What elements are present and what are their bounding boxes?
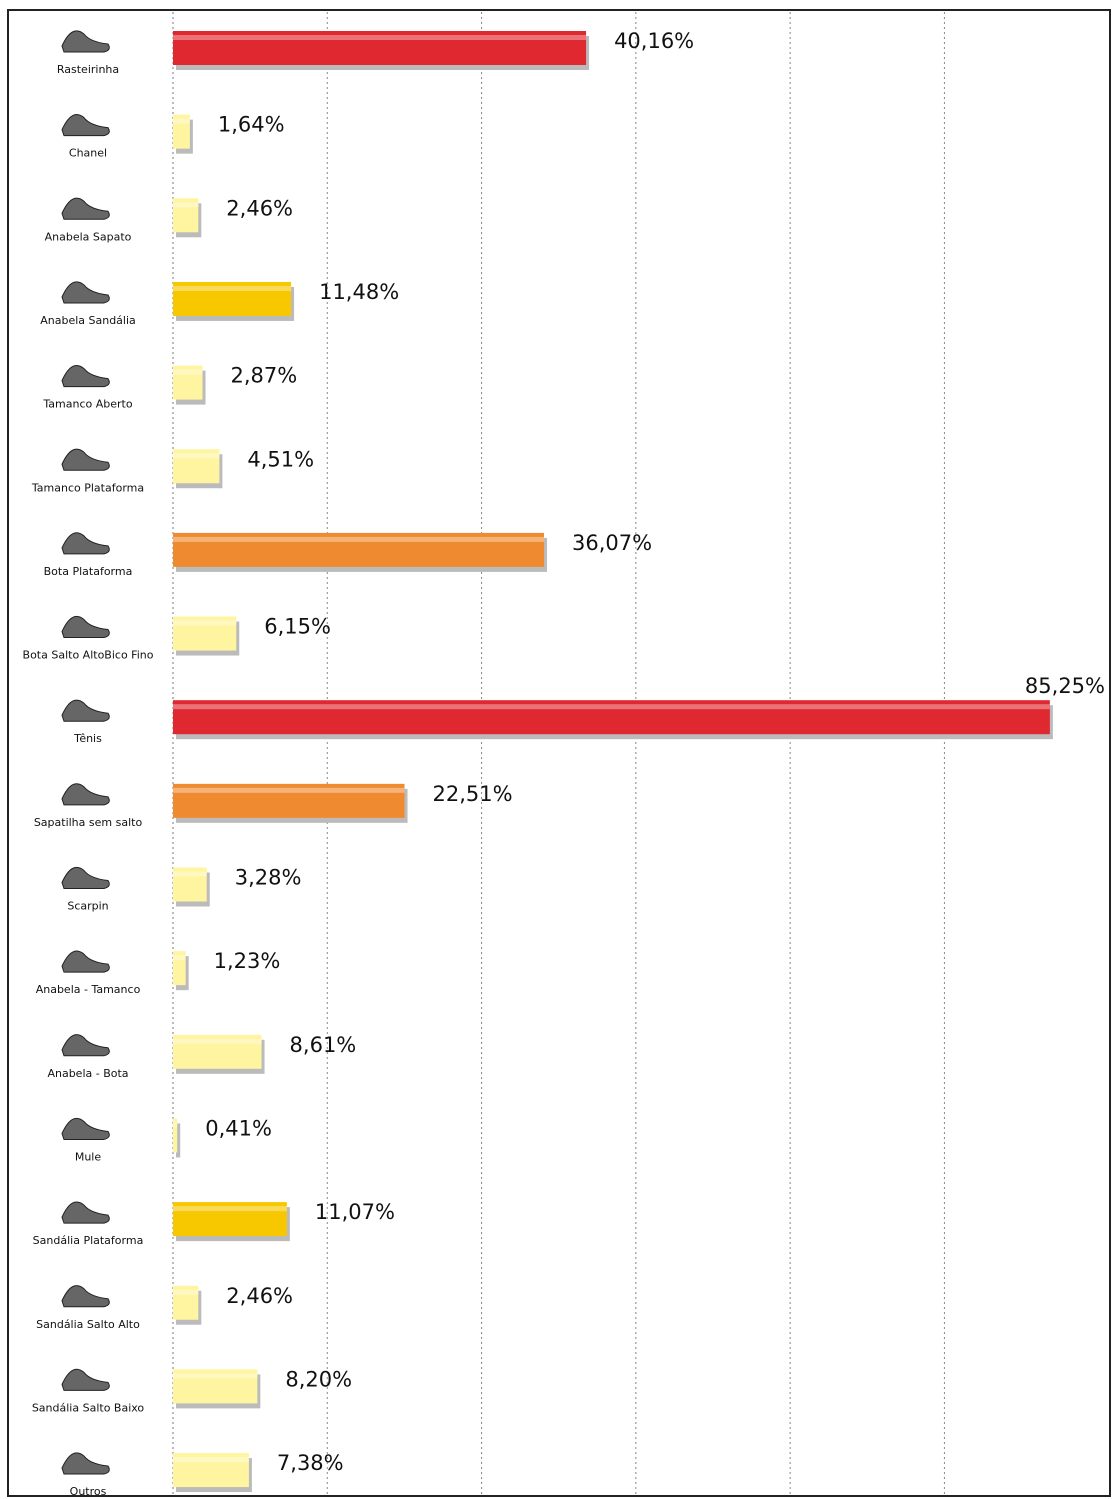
shoe-icon xyxy=(61,1117,110,1140)
value-label: 8,61% xyxy=(290,1033,357,1057)
value-label: 22,51% xyxy=(433,782,513,806)
value-label: 11,48% xyxy=(319,280,399,304)
shoe-icon xyxy=(61,197,110,220)
value-label: 0,41% xyxy=(205,1116,272,1140)
shoe-icon xyxy=(61,699,110,722)
bar-highlight xyxy=(173,871,207,877)
bar xyxy=(173,1202,287,1237)
bar-highlight xyxy=(173,1373,258,1379)
value-label: 11,07% xyxy=(315,1200,395,1224)
shoe-icon xyxy=(61,365,110,388)
bar xyxy=(173,532,545,567)
category-label: Tamanco Aberto xyxy=(42,398,132,411)
shoe-icon xyxy=(61,867,110,889)
bar-highlight xyxy=(173,955,186,961)
bar-highlight xyxy=(173,1038,262,1044)
bar-highlight xyxy=(173,704,1050,710)
bar xyxy=(173,281,292,316)
bar xyxy=(173,1369,258,1404)
value-label: 4,51% xyxy=(247,447,314,471)
category-label: Outros xyxy=(70,1485,107,1498)
shoe-icon xyxy=(61,448,110,471)
category-label: Scarpin xyxy=(67,900,108,913)
category-label: Sapatilha sem salto xyxy=(34,816,143,829)
bar xyxy=(173,700,1050,735)
bar xyxy=(173,1285,199,1320)
value-label: 36,07% xyxy=(572,531,652,555)
bar-highlight xyxy=(173,35,587,40)
bar-highlight xyxy=(173,453,220,459)
category-label: Sandália Salto Alto xyxy=(36,1318,140,1331)
shoe-icon xyxy=(61,1201,110,1224)
bar xyxy=(173,867,207,902)
bar xyxy=(173,198,199,233)
value-label: 85,25% xyxy=(1025,674,1105,698)
category-label: Bota Salto AltoBico Fino xyxy=(23,649,154,662)
bar xyxy=(173,365,203,400)
bar xyxy=(173,616,237,651)
category-label: Rasteirinha xyxy=(57,63,119,76)
value-label: 3,28% xyxy=(235,866,302,890)
category-label: Anabela Sandália xyxy=(40,314,136,327)
shoe-icon xyxy=(61,783,110,806)
shoe-icon xyxy=(61,532,110,555)
value-label: 40,16% xyxy=(614,29,694,53)
category-label: Mule xyxy=(75,1150,102,1163)
value-label: 1,23% xyxy=(214,949,281,973)
category-label: Anabela - Bota xyxy=(47,1067,128,1080)
bar xyxy=(173,114,190,149)
category-label: Anabela Sapato xyxy=(45,230,132,243)
bar xyxy=(173,449,220,484)
bar-highlight xyxy=(173,620,237,626)
shoe-icon xyxy=(61,616,110,639)
chart-frame xyxy=(7,9,1111,1497)
category-label: Anabela - Tamanco xyxy=(36,983,141,996)
bar-highlight xyxy=(173,285,292,291)
category-label: Sandália Salto Baixo xyxy=(32,1401,145,1414)
category-label: Chanel xyxy=(69,147,107,160)
bar-highlight xyxy=(173,787,405,793)
shoe-icon xyxy=(61,30,110,53)
bar xyxy=(173,783,405,818)
value-label: 1,64% xyxy=(218,113,285,137)
bar-highlight xyxy=(173,369,203,375)
bar-highlight xyxy=(173,118,190,124)
bar-highlight xyxy=(173,1206,287,1212)
category-label: Sandália Plataforma xyxy=(33,1234,144,1247)
bar xyxy=(173,1118,178,1153)
bar-shadow xyxy=(176,1123,181,1158)
category-label: Tamanco Plataforma xyxy=(31,481,144,494)
value-label: 7,38% xyxy=(277,1451,344,1475)
value-label: 2,46% xyxy=(226,196,293,220)
bar-highlight xyxy=(173,1122,178,1128)
bar xyxy=(173,951,186,986)
bar-highlight xyxy=(173,536,545,542)
category-label: Tênis xyxy=(73,732,102,745)
bar xyxy=(173,1034,262,1069)
bar xyxy=(173,1453,249,1488)
shoe-icon xyxy=(61,1285,110,1308)
value-label: 6,15% xyxy=(264,615,331,639)
bar-highlight xyxy=(173,1457,249,1463)
shoe-icon xyxy=(61,950,110,973)
bar-highlight xyxy=(173,202,199,208)
shoe-icon xyxy=(61,1452,110,1475)
shoe-icon xyxy=(61,1034,110,1057)
value-label: 2,46% xyxy=(226,1284,293,1308)
value-label: 8,20% xyxy=(285,1367,352,1391)
category-label: Bota Plataforma xyxy=(44,565,133,578)
shoe-icon xyxy=(61,1368,110,1391)
bar-highlight xyxy=(173,1289,199,1295)
bar xyxy=(173,31,587,65)
shoe-icon xyxy=(61,281,110,304)
shoe-icon xyxy=(61,114,110,137)
value-label: 2,87% xyxy=(231,364,298,388)
